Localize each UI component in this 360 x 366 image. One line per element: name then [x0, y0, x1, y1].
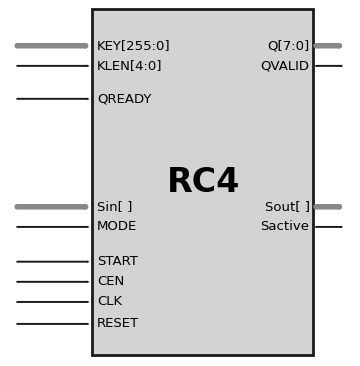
Text: QREADY: QREADY [97, 92, 152, 105]
Text: KLEN[4:0]: KLEN[4:0] [97, 59, 163, 72]
Text: RC4: RC4 [167, 167, 240, 199]
Text: START: START [97, 255, 138, 268]
Text: RESET: RESET [97, 317, 139, 330]
Text: Sactive: Sactive [261, 220, 310, 234]
Bar [92, 9, 313, 355]
Text: CEN: CEN [97, 275, 125, 288]
Text: Sin[ ]: Sin[ ] [97, 200, 132, 213]
Text: MODE: MODE [97, 220, 138, 234]
Text: Q[7:0]: Q[7:0] [267, 39, 310, 52]
Text: CLK: CLK [97, 295, 122, 309]
Text: KEY[255:0]: KEY[255:0] [97, 39, 171, 52]
Text: Sout[ ]: Sout[ ] [265, 200, 310, 213]
Text: QVALID: QVALID [261, 59, 310, 72]
